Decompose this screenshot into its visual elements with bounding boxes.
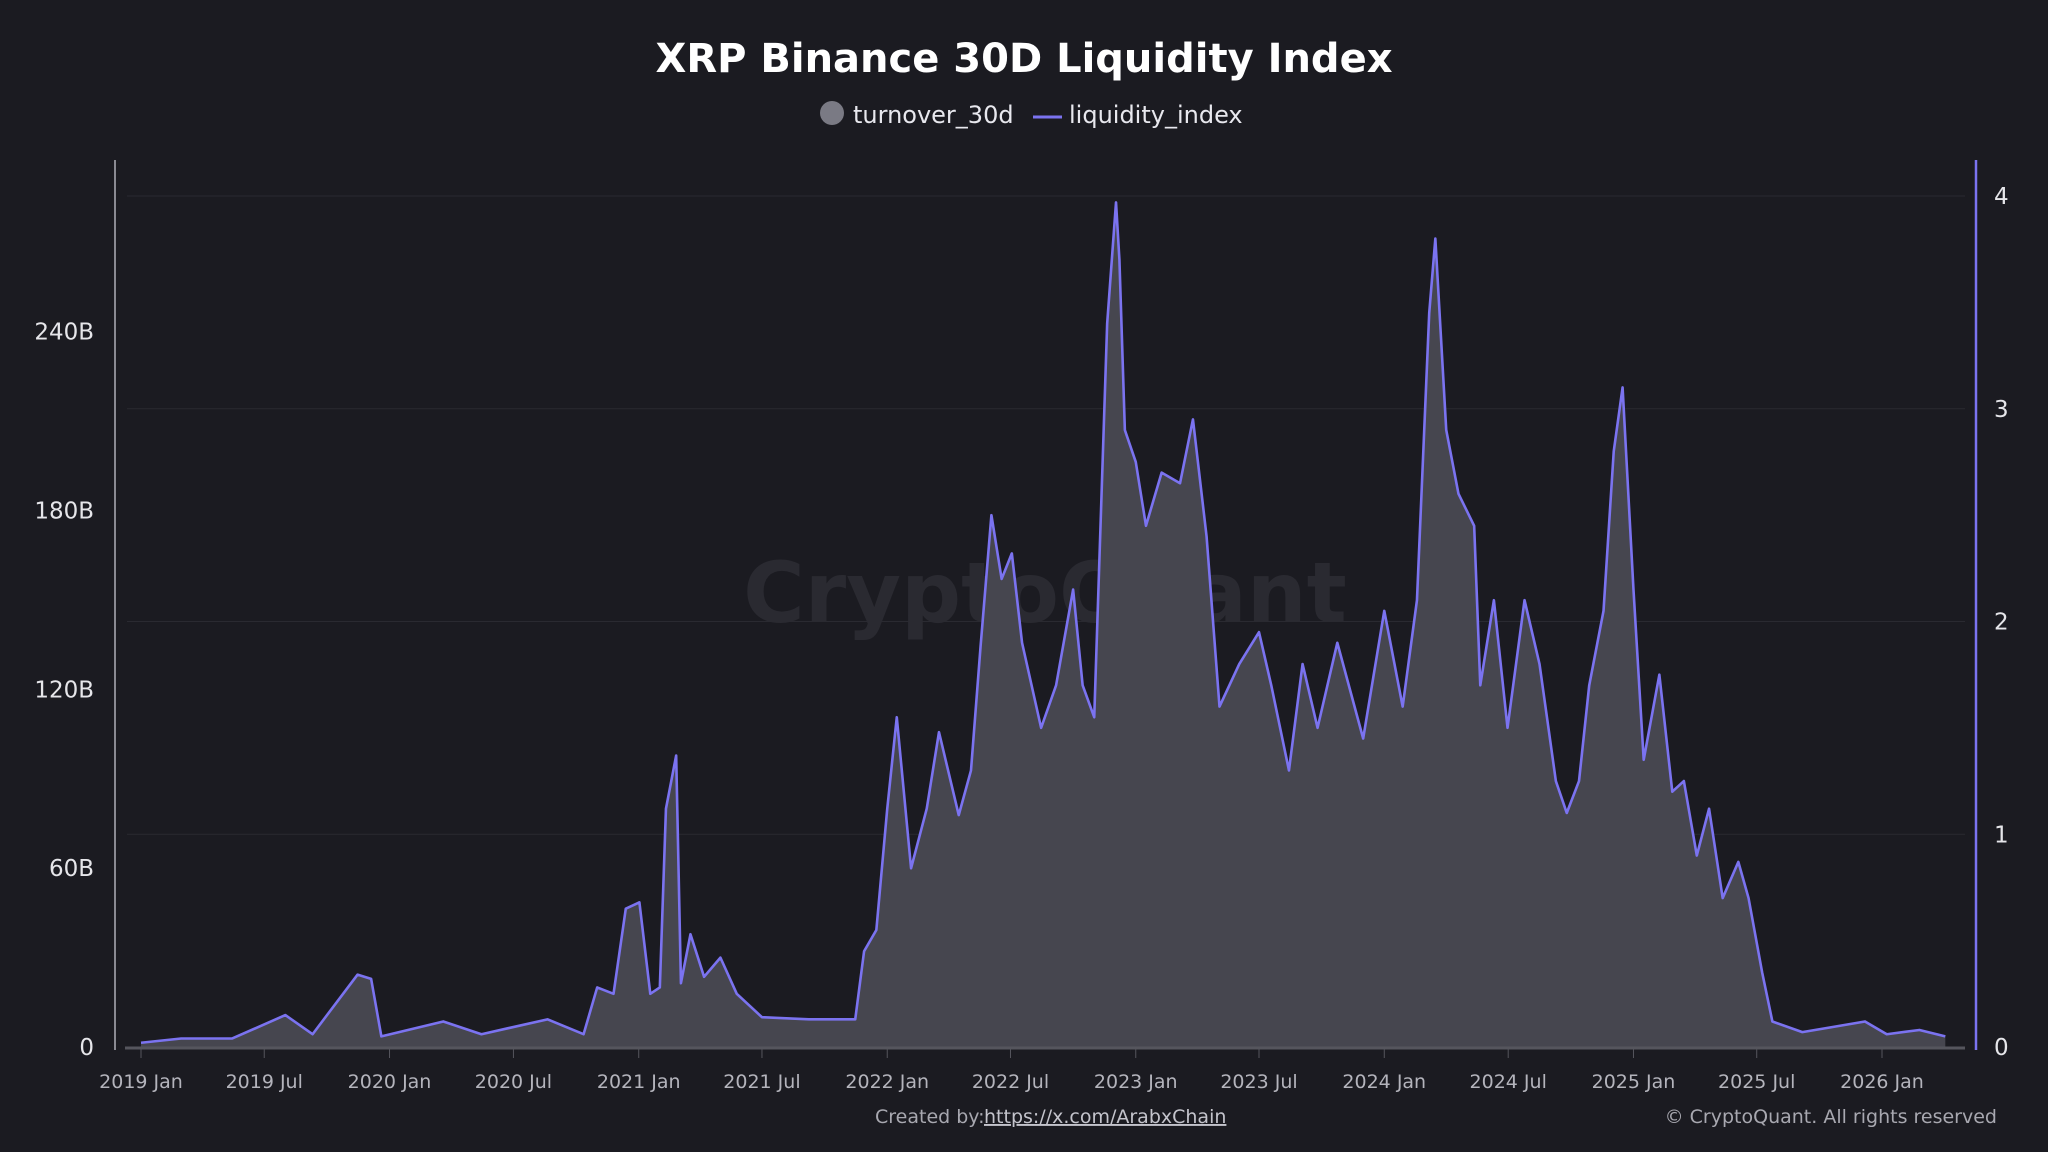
x-tick-label: 2022 Jul <box>972 1071 1049 1093</box>
created-by-link[interactable]: https://x.com/ArabxChain <box>984 1106 1226 1128</box>
left-y-tick-label: 0 <box>79 1035 94 1061</box>
x-tick-label: 2026 Jan <box>1840 1071 1924 1093</box>
circle-icon <box>820 101 844 125</box>
x-tick-label: 2024 Jul <box>1470 1071 1547 1093</box>
right-y-tick-label: 2 <box>1994 610 2009 636</box>
right-y-ticks: 0 1 2 3 4 <box>1994 184 2009 1061</box>
legend-item-liquidity[interactable]: liquidity_index <box>1033 101 1243 129</box>
watermark: CryptoQuant <box>743 544 1347 642</box>
x-tick-label: 2020 Jan <box>348 1071 432 1093</box>
left-y-tick-label: 60B <box>49 856 94 882</box>
turnover-30d-area <box>141 201 1946 1047</box>
x-tick-label: 2019 Jul <box>226 1071 303 1093</box>
copyright: © CryptoQuant. All rights reserved <box>1665 1106 1997 1128</box>
legend-label-turnover: turnover_30d <box>853 101 1014 129</box>
right-y-tick-label: 0 <box>1994 1035 2009 1061</box>
left-y-tick-label: 240B <box>34 320 94 346</box>
legend-item-turnover[interactable]: turnover_30d <box>820 101 1014 129</box>
x-tick-label: 2023 Jan <box>1094 1071 1178 1093</box>
legend-label-liquidity: liquidity_index <box>1069 101 1243 129</box>
right-y-tick-label: 4 <box>1994 184 2009 210</box>
x-tick-label: 2025 Jan <box>1592 1071 1676 1093</box>
legend: turnover_30d liquidity_index <box>820 101 1243 129</box>
right-y-tick-label: 1 <box>1994 822 2009 848</box>
x-ticks: 2019 Jan 2019 Jul 2020 Jan 2020 Jul 2021 Jan… <box>99 1049 1924 1093</box>
left-y-tick-label: 180B <box>34 498 94 524</box>
chart-title: XRP Binance 30D Liquidity Index <box>656 36 1393 82</box>
right-y-tick-label: 3 <box>1994 397 2009 423</box>
x-tick-label: 2019 Jan <box>99 1071 183 1093</box>
x-tick-label: 2024 Jan <box>1342 1071 1426 1093</box>
x-tick-label: 2021 Jul <box>723 1071 800 1093</box>
x-tick-label: 2020 Jul <box>475 1071 552 1093</box>
left-y-tick-label: 120B <box>34 677 94 703</box>
x-tick-label: 2022 Jan <box>845 1071 929 1093</box>
liquidity-index-line <box>140 201 1946 1045</box>
x-tick-label: 2023 Jul <box>1220 1071 1297 1093</box>
x-tick-label: 2025 Jul <box>1718 1071 1795 1093</box>
x-tick-label: 2021 Jan <box>597 1071 681 1093</box>
left-y-ticks: 0 60B 120B 180B 240B <box>34 320 94 1061</box>
created-by-label: Created by: <box>875 1106 985 1128</box>
